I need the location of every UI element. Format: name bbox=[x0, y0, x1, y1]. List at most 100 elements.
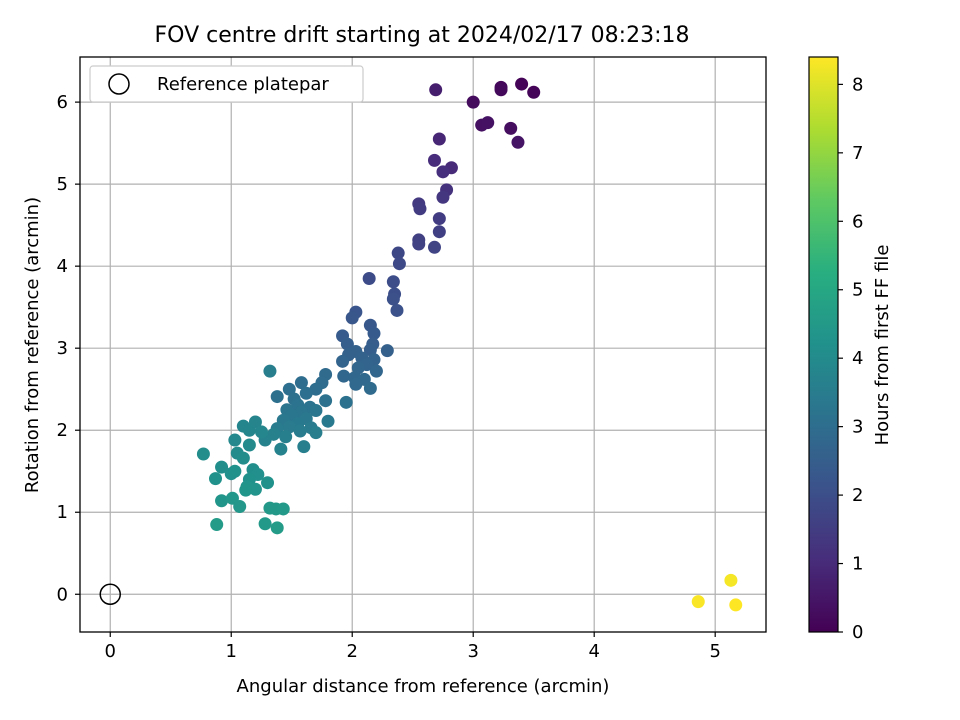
data-point bbox=[263, 364, 277, 378]
data-point bbox=[369, 364, 383, 378]
data-point bbox=[196, 447, 210, 461]
data-point bbox=[436, 190, 450, 204]
data-point bbox=[432, 225, 446, 239]
x-tick-label: 0 bbox=[105, 641, 116, 662]
x-axis-ticks: 0 1 2 3 4 5 bbox=[105, 632, 721, 662]
y-tick-label: 1 bbox=[57, 502, 68, 523]
data-point bbox=[527, 85, 541, 99]
data-point bbox=[691, 595, 705, 609]
data-points bbox=[196, 77, 743, 612]
y-tick-label: 5 bbox=[57, 174, 68, 195]
data-point bbox=[432, 212, 446, 226]
data-point bbox=[429, 83, 443, 97]
x-tick-label: 3 bbox=[467, 641, 478, 662]
data-point bbox=[279, 430, 293, 444]
data-point bbox=[427, 240, 441, 254]
data-point bbox=[236, 451, 250, 465]
data-point bbox=[239, 483, 253, 497]
x-tick-label: 1 bbox=[226, 641, 237, 662]
data-point bbox=[336, 354, 350, 368]
data-point bbox=[362, 271, 376, 285]
colorbar-tick-label: 6 bbox=[852, 211, 863, 232]
data-point bbox=[380, 344, 394, 358]
data-point bbox=[210, 518, 224, 532]
data-point bbox=[261, 476, 275, 490]
data-point bbox=[299, 386, 313, 400]
x-tick-label: 2 bbox=[346, 641, 357, 662]
data-point bbox=[242, 423, 256, 437]
data-point bbox=[494, 83, 508, 97]
colorbar-tick-label: 3 bbox=[852, 417, 863, 438]
reference-platepar-marker bbox=[99, 583, 121, 606]
data-point bbox=[228, 464, 242, 478]
data-point bbox=[390, 303, 404, 317]
y-tick-label: 2 bbox=[57, 420, 68, 441]
data-point bbox=[258, 517, 272, 531]
data-point bbox=[339, 395, 353, 409]
data-point bbox=[367, 326, 381, 340]
data-point bbox=[294, 376, 308, 390]
data-point bbox=[248, 482, 262, 496]
data-point bbox=[215, 494, 229, 508]
colorbar: 0 1 2 3 4 5 6 7 8 Hours from first FF file bbox=[808, 56, 893, 643]
colorbar-tick-label: 4 bbox=[852, 348, 863, 369]
colorbar-tick-label: 1 bbox=[852, 554, 863, 575]
data-point bbox=[515, 77, 529, 91]
colorbar-label: Hours from first FF file bbox=[872, 245, 893, 446]
data-point bbox=[282, 382, 296, 396]
colorbar-tick-label: 5 bbox=[852, 280, 863, 301]
data-point bbox=[504, 121, 518, 135]
data-point bbox=[363, 343, 377, 357]
chart-title: FOV centre drift starting at 2024/02/17 … bbox=[155, 23, 690, 48]
data-point bbox=[427, 153, 441, 167]
colorbar-ticks: 0 1 2 3 4 5 6 7 8 bbox=[838, 74, 863, 643]
plot-frame bbox=[79, 56, 767, 633]
data-point bbox=[215, 460, 229, 474]
colorbar-tick-label: 7 bbox=[852, 143, 863, 164]
data-point bbox=[724, 573, 738, 587]
y-tick-label: 6 bbox=[57, 92, 68, 113]
colorbar-tick-label: 8 bbox=[852, 74, 863, 95]
legend-label: Reference platepar bbox=[157, 74, 329, 95]
data-point bbox=[436, 165, 450, 179]
data-point bbox=[729, 598, 743, 612]
x-axis-label: Angular distance from reference (arcmin) bbox=[237, 676, 610, 697]
data-point bbox=[412, 237, 426, 251]
legend-marker-open-circle bbox=[108, 73, 130, 95]
data-point bbox=[270, 390, 284, 404]
data-point bbox=[345, 311, 359, 325]
y-axis-ticks: 0 1 2 3 4 5 6 bbox=[57, 92, 80, 605]
legend-box bbox=[89, 65, 364, 103]
data-point bbox=[511, 135, 525, 149]
data-point bbox=[270, 521, 284, 535]
data-point bbox=[391, 246, 405, 260]
y-tick-label: 0 bbox=[57, 584, 68, 605]
data-point bbox=[282, 420, 296, 434]
data-point bbox=[386, 292, 400, 306]
data-point bbox=[392, 257, 406, 271]
y-tick-label: 3 bbox=[57, 338, 68, 359]
data-point bbox=[363, 381, 377, 395]
data-point bbox=[386, 275, 400, 289]
data-point bbox=[321, 414, 335, 428]
data-point bbox=[466, 95, 480, 109]
colorbar-gradient bbox=[808, 56, 839, 633]
colorbar-tick-label: 2 bbox=[852, 485, 863, 506]
reference-marker bbox=[99, 583, 121, 606]
data-point bbox=[293, 424, 307, 438]
data-point bbox=[242, 438, 256, 452]
data-point bbox=[254, 425, 268, 439]
data-point bbox=[274, 442, 288, 456]
data-point bbox=[276, 502, 290, 516]
grid-lines bbox=[80, 57, 766, 632]
data-point bbox=[481, 116, 495, 130]
y-axis-label: Rotation from reference (arcmin) bbox=[22, 197, 43, 493]
data-point bbox=[319, 394, 333, 408]
colorbar-tick-label: 0 bbox=[852, 622, 863, 643]
data-point bbox=[209, 472, 223, 486]
data-point bbox=[351, 361, 365, 375]
data-point bbox=[309, 404, 323, 418]
data-point bbox=[337, 369, 351, 383]
data-point bbox=[228, 433, 242, 447]
